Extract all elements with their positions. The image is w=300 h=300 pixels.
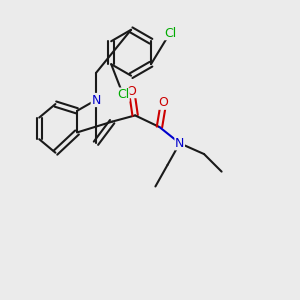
Text: O: O — [127, 85, 136, 98]
Text: Cl: Cl — [117, 88, 129, 101]
Text: N: N — [91, 94, 101, 106]
Text: Cl: Cl — [164, 27, 176, 40]
Text: N: N — [175, 137, 184, 150]
Text: O: O — [159, 96, 168, 109]
